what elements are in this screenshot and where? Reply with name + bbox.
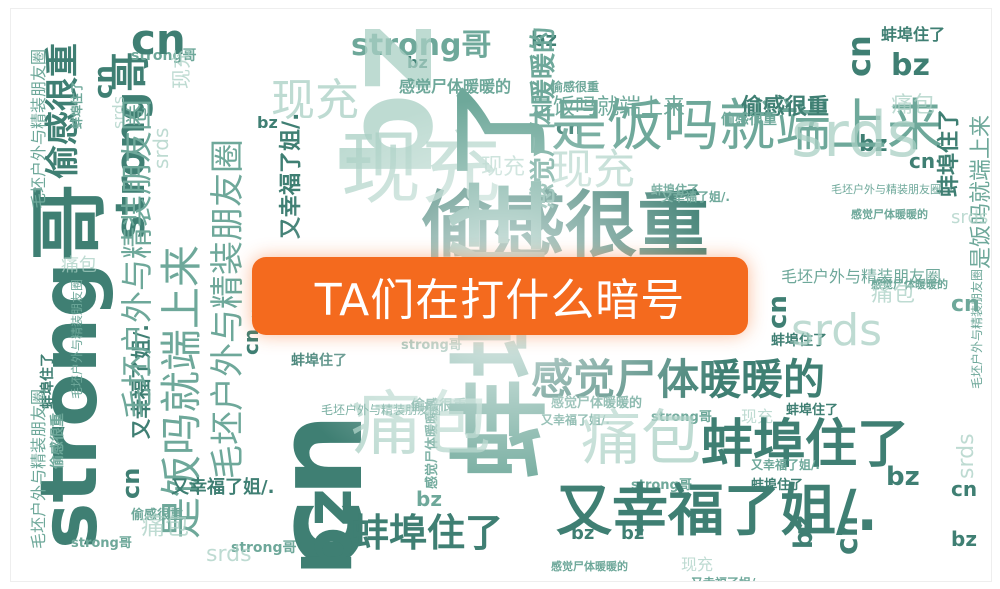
bengbu-word: 蚌埠住了 xyxy=(937,108,962,197)
tongbao-word: 痛包 xyxy=(871,282,916,307)
bz-word: bz xyxy=(951,527,977,551)
maopi-word: 毛坯户外与精装朋友圈 xyxy=(208,139,248,479)
bz-word: bz xyxy=(416,487,442,511)
ganjue-word: 感觉尸体暖暖的 xyxy=(399,77,512,96)
bengbu-word: 蚌埠住了 xyxy=(881,25,946,44)
xian-chong-word: 现充 xyxy=(169,49,193,89)
strong-word: strong哥 xyxy=(71,536,132,551)
maopi-word: 毛坯户外与精装朋友圈 xyxy=(70,278,84,399)
bengbu-word: 蚌埠住了 xyxy=(786,403,839,418)
ganjue-word: 感觉尸体暖暖的 xyxy=(851,208,928,221)
cn-word: cn xyxy=(840,35,878,77)
ganjue-word: 感觉尸体暖暖的 xyxy=(529,26,559,209)
xingfu-word: 又幸福了姐/. xyxy=(751,458,820,472)
tongbao-word: 痛包 xyxy=(61,255,97,276)
xian-chong-word: 现充 xyxy=(681,555,714,574)
maopi-word: 毛坯户外与精装朋友圈 xyxy=(29,388,48,549)
bengbu-word: 蚌埠住了 xyxy=(70,80,84,129)
srds-word: srds xyxy=(206,542,252,567)
maopi-word: 毛坯户外与精装朋友圈 xyxy=(118,98,156,419)
tongbao-word: 痛包 xyxy=(351,383,491,465)
srds-word: srds xyxy=(954,433,979,479)
bz-word: bz xyxy=(891,48,930,83)
tongbao-word: 痛包 xyxy=(141,512,189,540)
srds-word: srds xyxy=(951,207,989,228)
xingfu-word: 又幸福了姐/. xyxy=(556,479,878,544)
xingfu-word: 又幸福了姐/. xyxy=(279,112,304,239)
cn-word: cn xyxy=(117,467,145,499)
bengbu-word: 蚌埠住了 xyxy=(351,511,504,555)
maopi-word: 毛坯户外与精装朋友圈 xyxy=(781,267,942,286)
title-banner: TA们在打什么暗号 xyxy=(252,257,748,335)
xian-chong-word: 现充 xyxy=(551,145,636,194)
maopi-word: 毛坯户外与精装朋友圈 xyxy=(321,403,442,417)
cn-word: cn xyxy=(763,295,793,329)
srds-word: srds xyxy=(791,98,920,171)
tou-gan-word: 偷感很重 xyxy=(50,413,66,469)
maopi-word: 毛坯户外与精装朋友圈 xyxy=(831,183,941,196)
ganjue-word: 感觉尸体暖暖的 xyxy=(551,560,628,573)
ganjue-word: 感觉尸体暖暖的 xyxy=(531,355,826,404)
xingfu-word: 又幸福了姐/. xyxy=(171,477,275,498)
cn-word: cn xyxy=(89,65,119,99)
shi-fan-ma-word: 是饭吗就端上来 xyxy=(969,114,992,269)
banner-title: TA们在打什么暗号 xyxy=(314,275,686,326)
maopi-word: 毛坯户外与精装朋友圈 xyxy=(29,48,48,209)
cn-word: cn xyxy=(951,477,978,501)
xingfu-word: 又幸福了姐/. xyxy=(691,577,760,581)
tou-gan-word: 偷感很重 xyxy=(721,112,777,128)
bengbu-word: 蚌埠住了 xyxy=(291,353,347,369)
xingfu-word: 又幸福了姐/. xyxy=(661,190,730,204)
tongbao-word: 痛包 xyxy=(581,404,701,474)
maopi-word: 毛坯户外与精装朋友圈 xyxy=(970,268,984,389)
srds-word: srds xyxy=(791,305,883,356)
